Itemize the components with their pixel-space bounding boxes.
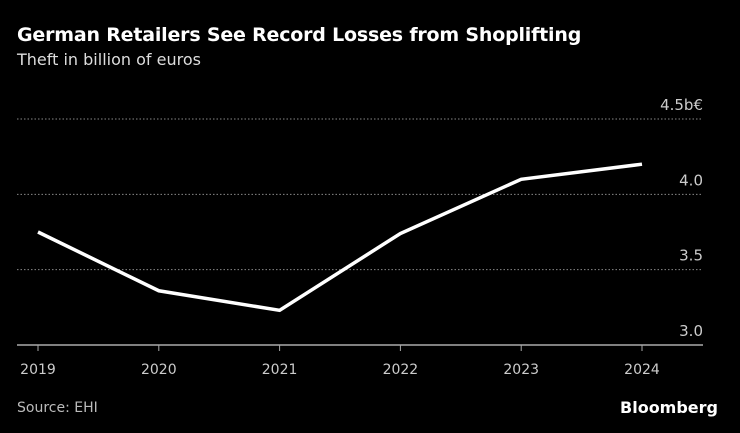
x-tick-label: 2022 — [383, 362, 419, 378]
x-tick-label: 2020 — [141, 362, 177, 378]
chart-subtitle: Theft in billion of euros — [17, 50, 201, 69]
chart-title: German Retailers See Record Losses from … — [17, 24, 582, 46]
x-tick-label: 2023 — [503, 362, 539, 378]
y-tick-label: 3.0 — [679, 322, 703, 340]
y-tick-label: 4.5b€ — [660, 96, 703, 114]
x-tick-label: 2024 — [624, 362, 660, 378]
series-line — [37, 162, 643, 313]
bloomberg-logo: Bloomberg — [620, 398, 718, 417]
x-tick-label: 2021 — [262, 362, 298, 378]
y-tick-label: 3.5 — [679, 247, 703, 265]
x-tick-label: 2019 — [20, 362, 56, 378]
y-tick-label: 4.0 — [679, 171, 703, 189]
source-note: Source: EHI — [17, 400, 98, 416]
